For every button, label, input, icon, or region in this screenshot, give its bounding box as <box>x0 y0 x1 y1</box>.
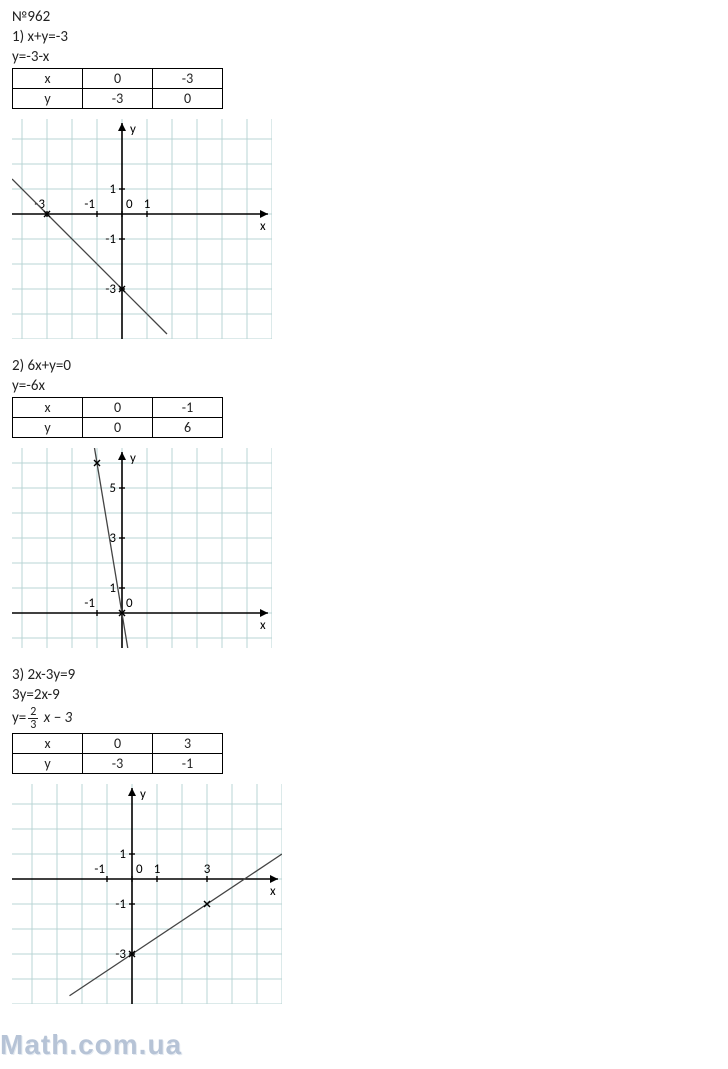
svg-text:-1: -1 <box>105 232 116 247</box>
table-row: y06 <box>13 418 223 438</box>
svg-text:-3: -3 <box>115 947 126 962</box>
table-cell: 0 <box>153 89 223 109</box>
chart: y x -1 01 3 1 -1 -3 <box>12 784 282 1004</box>
problem-label: 1) x+y=-3 <box>12 28 716 46</box>
equation-transform: y=-3-x <box>12 48 716 66</box>
problem-section: 2) 6x+y=0y=-6xx0-1y06yx-10135 <box>12 357 716 648</box>
chart-container: yx-10135 <box>12 448 716 648</box>
svg-text:1: 1 <box>144 197 151 212</box>
page-title: №962 <box>12 8 716 26</box>
table-cell: x <box>13 398 83 418</box>
table-cell: -1 <box>153 398 223 418</box>
svg-text:5: 5 <box>109 481 116 496</box>
table-cell: 6 <box>153 418 223 438</box>
fraction-denominator: 3 <box>28 719 38 731</box>
value-table: x0-1y06 <box>12 397 223 438</box>
svg-text:1: 1 <box>154 862 161 877</box>
table-cell: x <box>13 69 83 89</box>
svg-text:1: 1 <box>109 581 116 596</box>
svg-text:-3: -3 <box>34 197 45 212</box>
chart: yx-10135 <box>12 448 272 648</box>
equation-transform: y=-6x <box>12 377 716 395</box>
table-cell: -3 <box>83 754 153 774</box>
chart-container: y x -1 01 3 1 -1 -3 <box>12 784 716 1004</box>
fraction-prefix: y= <box>12 709 26 727</box>
table-cell: 3 <box>153 734 223 754</box>
problem-section: 1) x+y=-3y=-3-xx0-3y-30yx-3-1011-1-3 <box>12 28 716 339</box>
problem-label: 2) 6x+y=0 <box>12 357 716 375</box>
table-cell: y <box>13 754 83 774</box>
table-cell: y <box>13 418 83 438</box>
svg-text:-1: -1 <box>84 197 95 212</box>
fraction: 23 <box>28 706 38 731</box>
svg-text:y: y <box>140 787 146 802</box>
svg-text:0: 0 <box>136 862 143 877</box>
svg-text:-3: -3 <box>105 282 116 297</box>
table-cell: 0 <box>83 69 153 89</box>
table-cell: 0 <box>83 418 153 438</box>
svg-text:-1: -1 <box>84 596 95 611</box>
value-table: x0-3y-30 <box>12 68 223 109</box>
table-cell: y <box>13 89 83 109</box>
svg-text:-1: -1 <box>94 862 105 877</box>
table-row: x0-1 <box>13 398 223 418</box>
svg-text:x: x <box>270 884 276 899</box>
svg-text:3: 3 <box>204 862 211 877</box>
table-row: y-3-1 <box>13 754 223 774</box>
chart: y x -3 -1 01 1 -1 -3 <box>12 119 272 339</box>
svg-text:1: 1 <box>119 847 126 862</box>
equation-transform: y=23 x − 3 <box>12 706 716 731</box>
svg-text:0: 0 <box>126 197 133 212</box>
value-table: x03y-3-1 <box>12 733 223 774</box>
chart-container: y x -3 -1 01 1 -1 -3 <box>12 119 716 339</box>
table-cell: -3 <box>83 89 153 109</box>
table-cell: 0 <box>83 734 153 754</box>
table-cell: 0 <box>83 398 153 418</box>
problem-section: 3) 2x-3y=93y=2x-9y=23 x − 3x03y-3-1yx-10… <box>12 666 716 1004</box>
svg-text:-1: -1 <box>115 897 126 912</box>
table-row: y-30 <box>13 89 223 109</box>
svg-text:1: 1 <box>109 182 116 197</box>
table-cell: -3 <box>153 69 223 89</box>
svg-text:x: x <box>260 219 266 234</box>
svg-text:0: 0 <box>126 596 133 611</box>
table-cell: x <box>13 734 83 754</box>
equation-step: 3y=2x-9 <box>12 686 716 704</box>
problem-label: 3) 2x-3y=9 <box>12 666 716 684</box>
fraction-suffix: x − 3 <box>40 709 72 727</box>
svg-text:y: y <box>130 451 136 466</box>
watermark: Math.com.ua <box>0 1029 182 1061</box>
table-row: x03 <box>13 734 223 754</box>
svg-text:y: y <box>130 122 136 137</box>
table-row: x0-3 <box>13 69 223 89</box>
table-cell: -1 <box>153 754 223 774</box>
svg-text:x: x <box>260 618 266 633</box>
